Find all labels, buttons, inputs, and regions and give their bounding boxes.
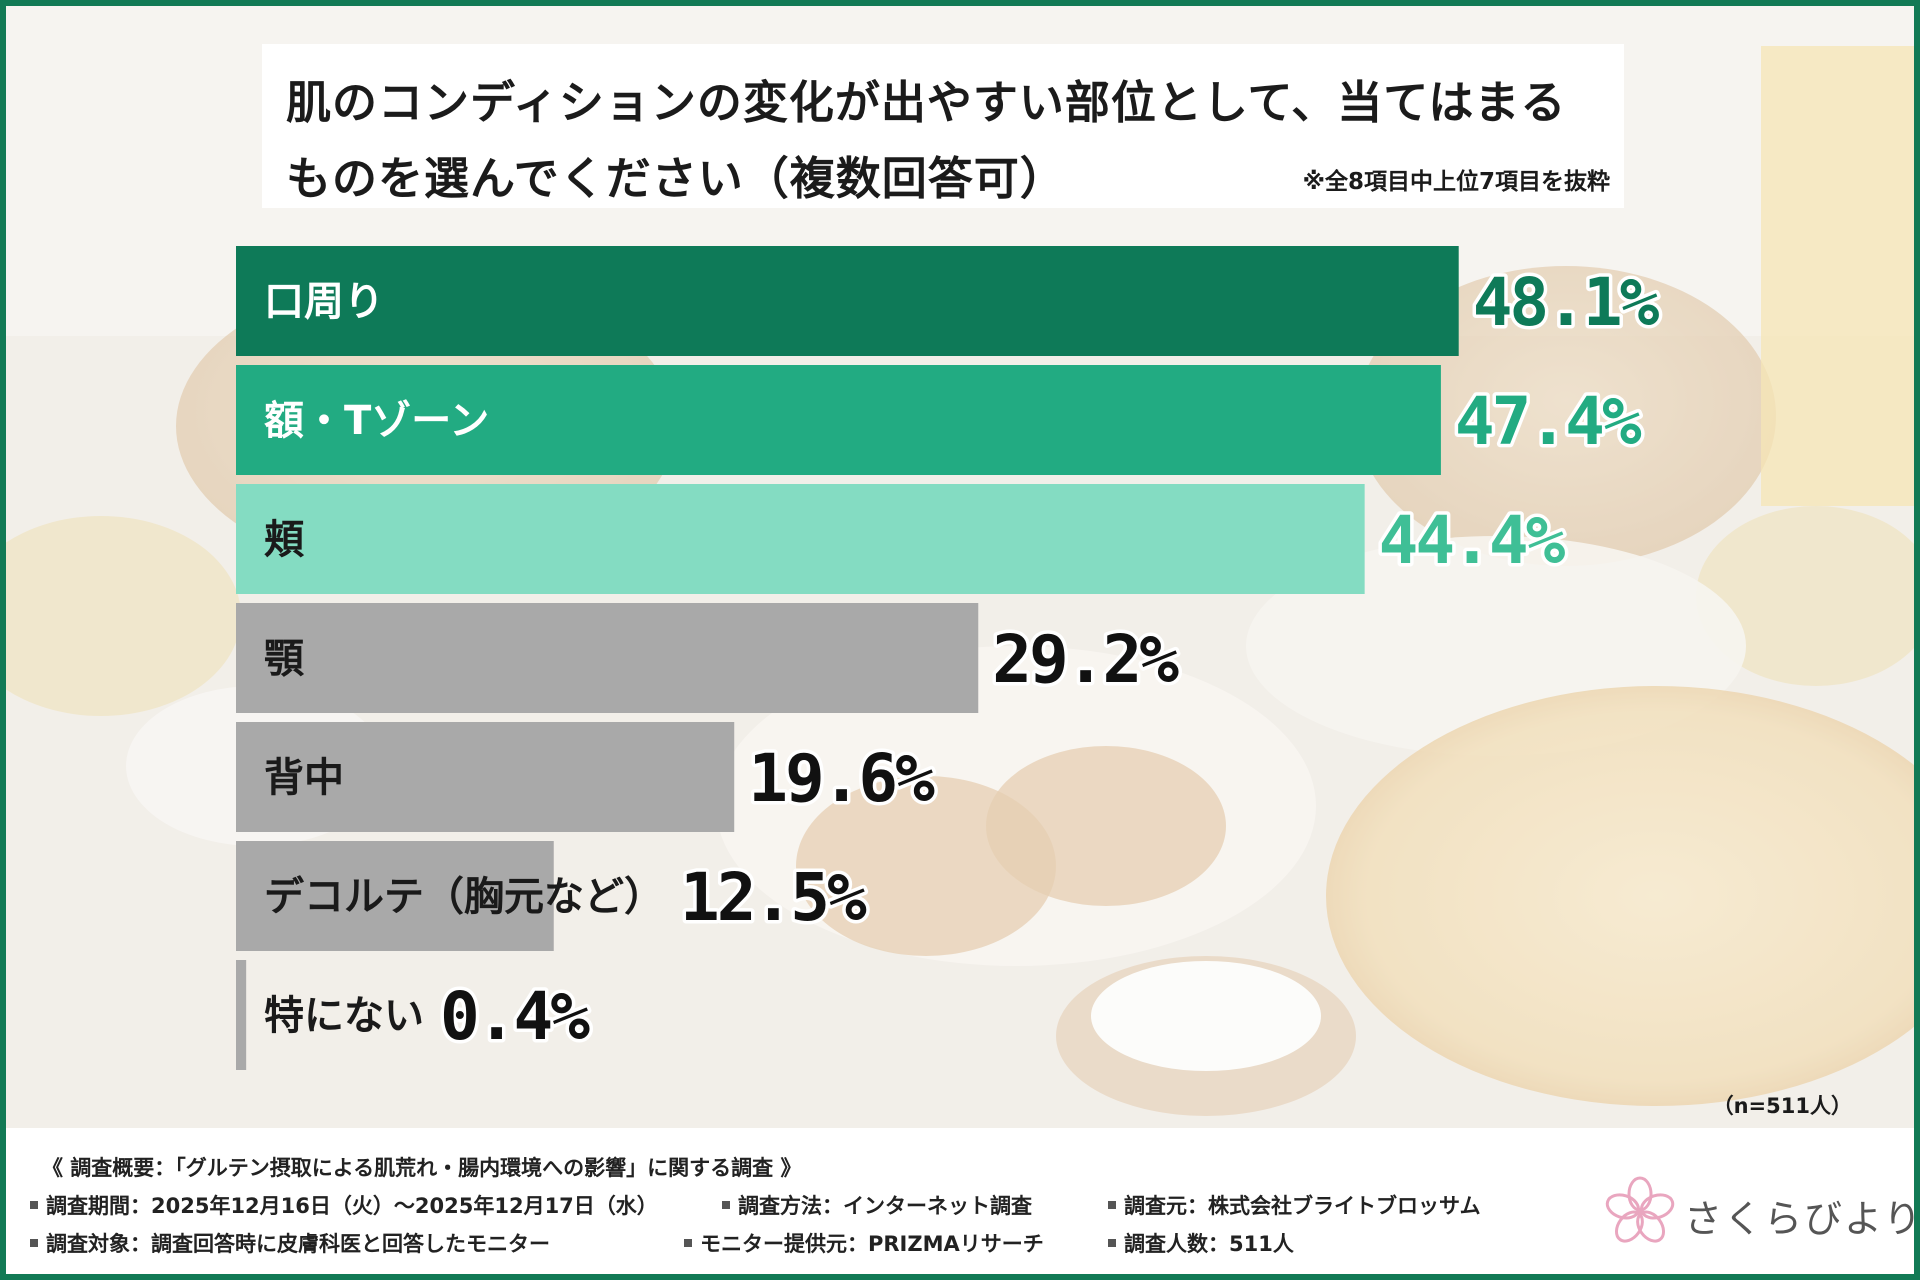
bread-loaf-right [1356,266,1776,566]
bar-1 [236,246,1459,356]
bar-label-4: 顎 [264,636,305,682]
bar-label-6: デコルテ（胸元など） [264,874,664,920]
bullet-square-icon [30,1201,38,1209]
survey-footer: 《 調査概要：「グルテン摂取による肌荒れ・腸内環境への影響」に関する調査 》 調… [6,1128,1914,1274]
cereal-box [1761,46,1914,506]
bullet-square-icon [30,1239,38,1247]
croissant-2 [796,776,1056,956]
bar-label-7: 特にない [264,993,424,1039]
value-label-6: 12.5% [680,859,867,936]
bullet-square-icon [684,1239,692,1247]
bar-label-3: 頬 [264,517,305,563]
chart-title-line-2: ものを選んでください（複数回答可） [286,152,1066,205]
survey-period: 調査期間：2025年12月16日（火）～2025年12月17日（水） [30,1190,658,1220]
bar-label-5: 背中 [264,755,344,801]
survey-source: 調査元：株式会社ブライトブロッサム [1108,1190,1481,1220]
flour [1091,961,1321,1071]
bar-6 [236,841,554,951]
value-label-3: 44.4% [1379,502,1566,579]
survey-provider: モニター提供元：PRIZMAリサーチ [684,1228,1044,1258]
pasta-bowl-left [6,516,241,716]
brand-name: さくらびより [1684,1197,1920,1241]
survey-target: 調査対象：調査回答時に皮膚科医と回答したモニター [30,1228,550,1258]
bullet-square-icon [722,1201,730,1209]
sample-size-label: （n=511人） [1712,1094,1852,1118]
value-label-1: 48.1% [1473,264,1660,341]
value-label-7: 0.4% [440,978,590,1055]
chart-title-line-1: 肌のコンディションの変化が出やすい部位として、当てはまる [286,76,1567,129]
bullet-square-icon [1108,1201,1116,1209]
pizza [1326,686,1914,1106]
survey-count: 調査人数：511人 [1108,1228,1294,1258]
brand-logo: さくらびより [1602,1174,1914,1254]
bar-5 [236,722,735,832]
survey-method: 調査方法：インターネット調査 [722,1190,1032,1220]
bar-4 [236,603,979,713]
bar-label-2: 額・Tゾーン [264,398,489,444]
value-label-2: 47.4% [1455,383,1642,460]
sakura-flower-icon [1605,1176,1675,1243]
title-note: ※全8項目中上位7項目を抜粋 [1302,169,1610,195]
bar-label-1: 口周り [264,279,384,325]
survey-summary: 《 調査概要：「グルテン摂取による肌荒れ・腸内環境への影響」に関する調査 》 [42,1156,802,1180]
title-box: 肌のコンディションの変化が出やすい部位として、当てはまる ものを選んでください（… [262,44,1624,208]
bar-chart: 口周り 48.1% 額・Tゾーン 47.4% 頬 44.4% 顎 29.2% 背中 19.6% デコ… [236,246,1666,1070]
value-label-4: 29.2% [992,621,1179,698]
bar-2 [236,365,1441,475]
bullet-square-icon [1108,1239,1116,1247]
pasta-bowl-right [1696,506,1914,686]
value-label-5: 19.6% [748,740,935,817]
bar-7 [236,960,247,1070]
bar-3 [236,484,1365,594]
